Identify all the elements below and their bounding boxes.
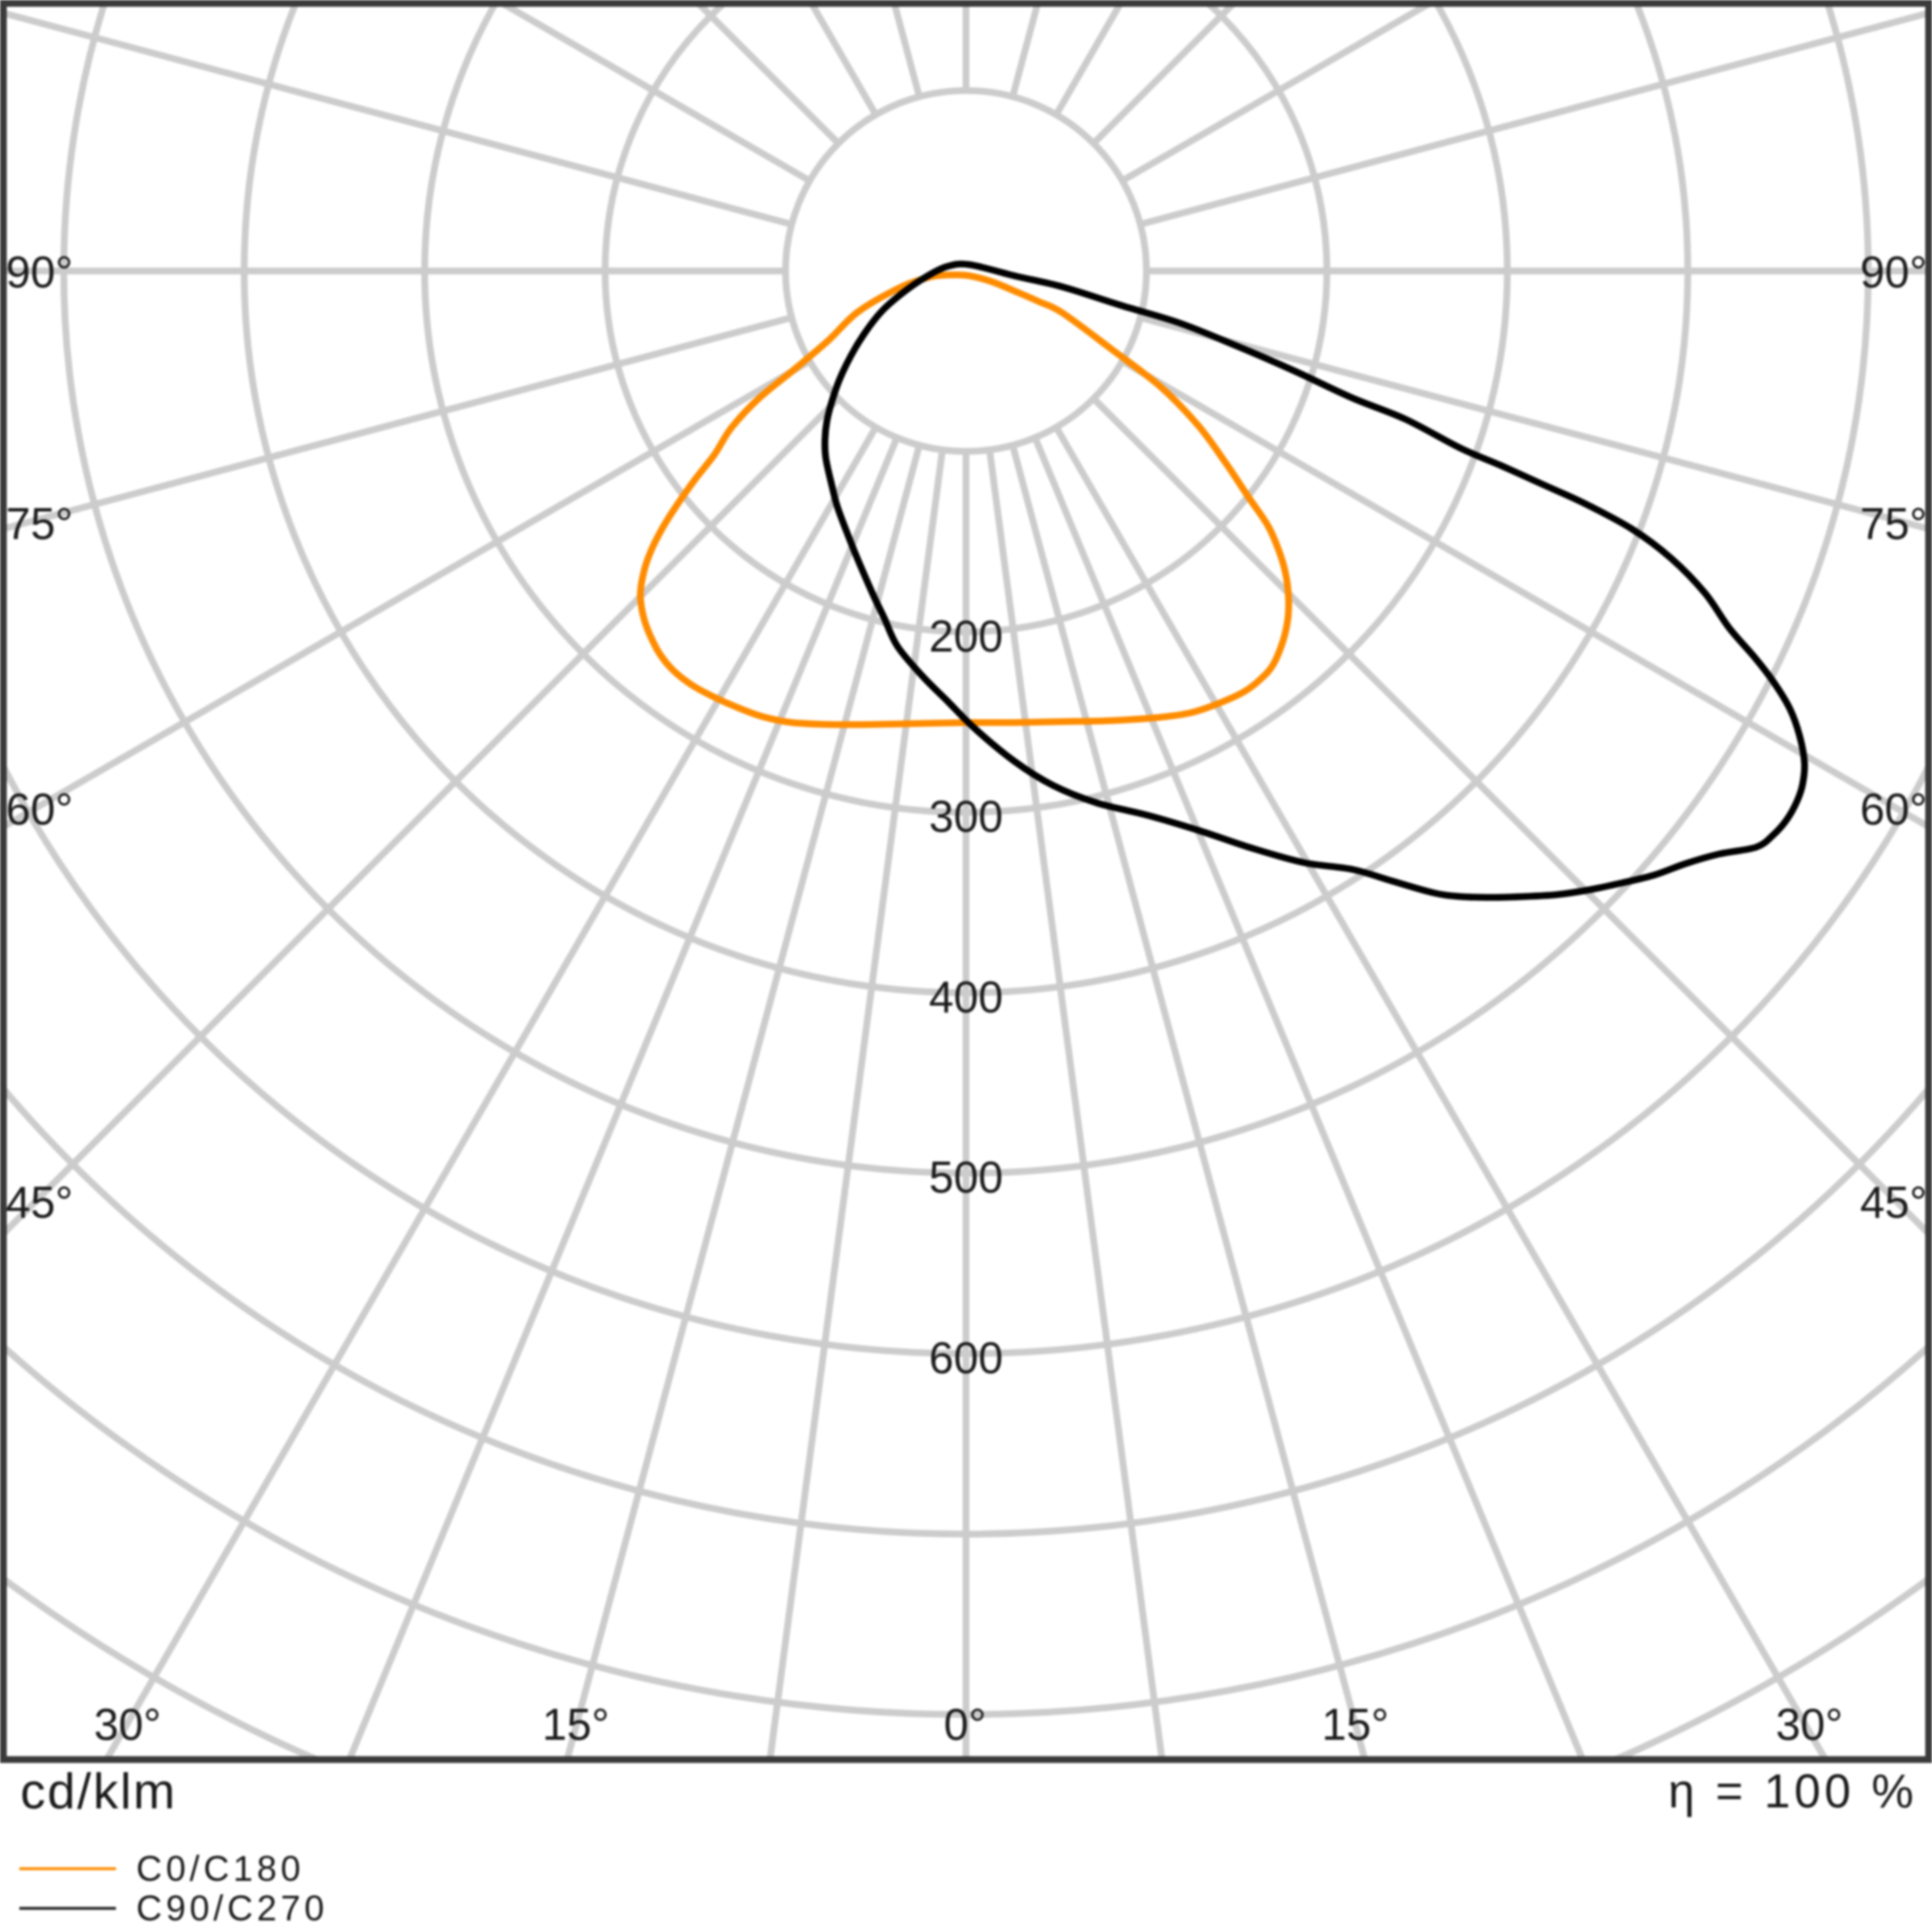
svg-text:15°: 15° [542,1699,610,1749]
svg-text:300: 300 [929,791,1004,841]
svg-text:600: 600 [929,1333,1004,1383]
svg-text:cd/klm: cd/klm [20,1764,177,1820]
svg-text:30°: 30° [1776,1699,1843,1749]
svg-text:75°: 75° [1860,498,1927,549]
svg-text:200: 200 [929,611,1004,661]
svg-text:60°: 60° [6,784,73,835]
svg-text:0°: 0° [944,1699,986,1749]
svg-text:C90/C270: C90/C270 [136,1889,328,1928]
svg-text:15°: 15° [1321,1699,1389,1749]
svg-text:45°: 45° [1860,1178,1927,1228]
svg-text:90°: 90° [1860,247,1927,298]
svg-text:60°: 60° [1860,784,1927,835]
svg-text:90°: 90° [6,247,73,298]
svg-text:75°: 75° [6,498,73,549]
svg-text:C0/C180: C0/C180 [136,1849,304,1889]
svg-text:30°: 30° [94,1699,161,1749]
svg-text:400: 400 [929,972,1004,1022]
svg-text:500: 500 [929,1152,1004,1203]
svg-text:45°: 45° [6,1178,73,1228]
svg-text:η = 100 %: η = 100 % [1668,1766,1918,1818]
